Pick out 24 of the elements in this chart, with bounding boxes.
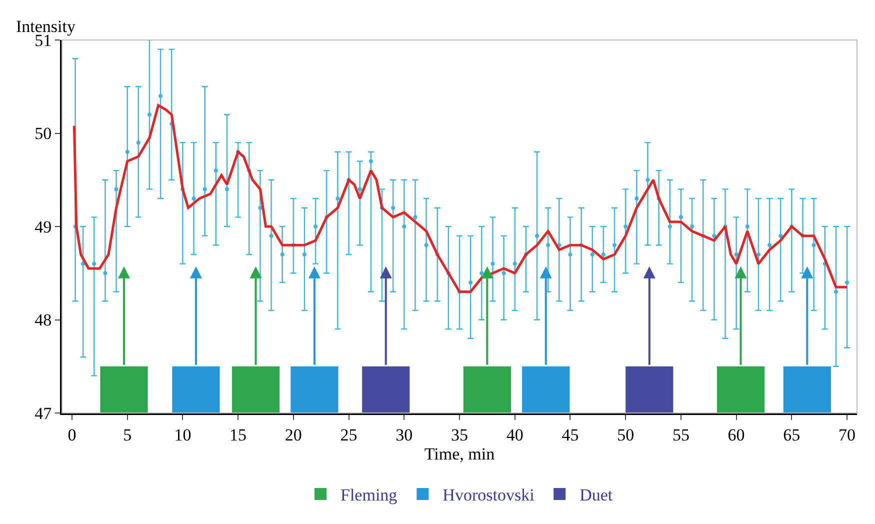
x-tick-label: 15 [230,425,247,444]
y-tick-label: 50 [34,124,52,144]
legend-label: Fleming [340,486,398,505]
x-tick-label: 45 [562,425,579,444]
x-tick-label: 40 [506,425,524,444]
x-tick-label: 35 [451,425,468,444]
y-tick-label: 49 [34,217,52,236]
x-tick-label: 55 [672,425,690,444]
x-axis-title: Time, min [424,444,496,464]
legend-label: Duet [580,486,613,505]
x-tick-label: 10 [174,425,192,444]
y-tick-label: 47 [34,404,52,423]
y-axis-title: Intensity [16,17,76,36]
y-tick-label: 48 [34,310,52,330]
x-tick-label: 30 [396,425,413,444]
x-tick-label: 0 [68,425,76,444]
x-tick-label: 25 [340,425,358,444]
x-tick-label: 60 [728,425,745,444]
x-tick-label: 5 [123,425,132,444]
legend-label: Hvorostovski [442,486,535,505]
x-tick-label: 20 [284,425,302,444]
x-tick-label: 50 [617,425,634,444]
x-tick-label: 65 [783,425,800,444]
x-tick-label: 70 [838,425,856,444]
